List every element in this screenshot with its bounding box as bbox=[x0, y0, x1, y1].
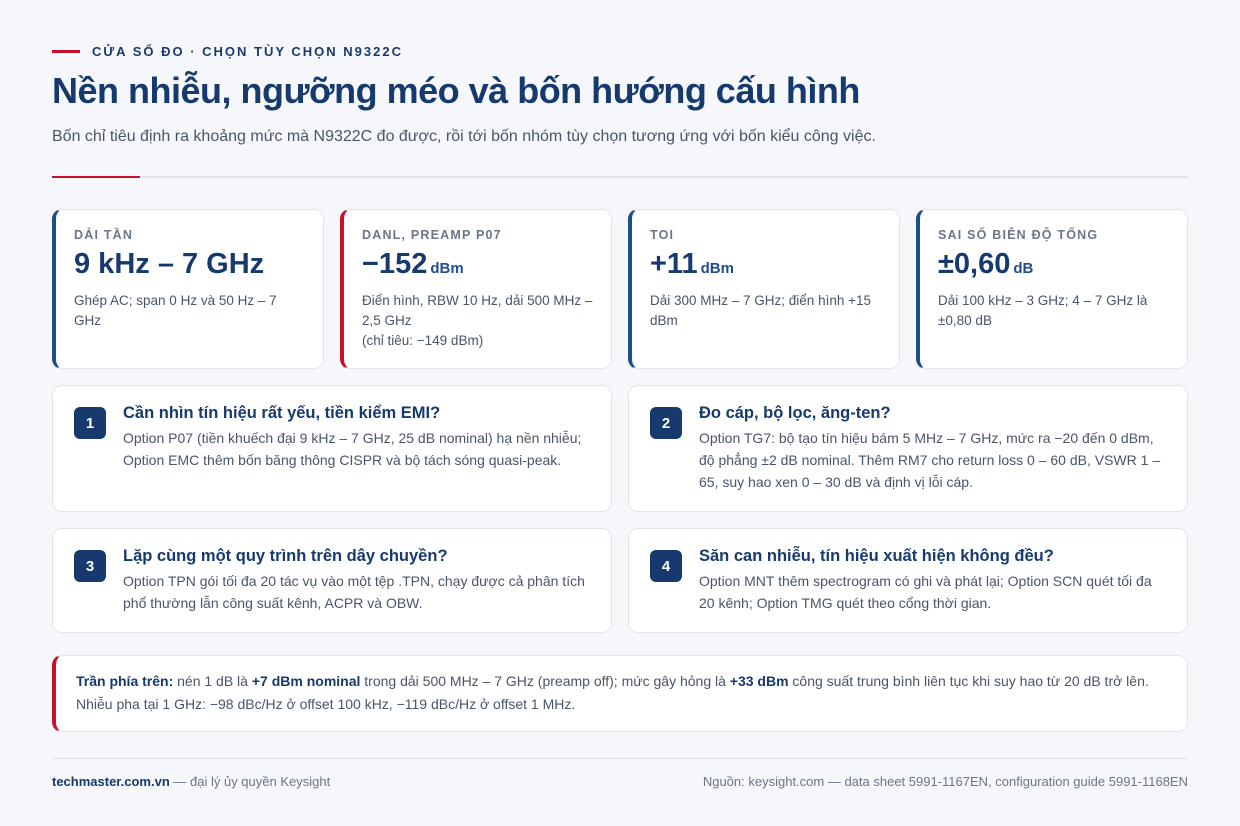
stats-row: DẢI TẦN 9 kHz – 7 GHz Ghép AC; span 0 Hz… bbox=[52, 209, 1188, 369]
stat-desc: Dải 100 kHz – 3 GHz; 4 – 7 GHz là ±0,80 … bbox=[938, 293, 1148, 328]
card-number-badge: 1 bbox=[74, 407, 106, 439]
option-card-1: 1 Cần nhìn tín hiệu rất yếu, tiền kiểm E… bbox=[52, 385, 612, 512]
footer: techmaster.com.vn — đại lý ủy quyền Keys… bbox=[52, 774, 1188, 789]
card-title: Đo cáp, bộ lọc, ăng-ten? bbox=[699, 404, 891, 422]
stat-frequency-range: DẢI TẦN 9 kHz – 7 GHz Ghép AC; span 0 Hz… bbox=[52, 209, 324, 369]
footer-site: techmaster.com.vn bbox=[52, 774, 170, 789]
stat-desc: Ghép AC; span 0 Hz và 50 Hz – 7 GHz bbox=[74, 293, 277, 328]
option-card-4: 4 Săn can nhiễu, tín hiệu xuất hiện khôn… bbox=[628, 528, 1188, 633]
card-title: Cần nhìn tín hiệu rất yếu, tiền kiểm EMI… bbox=[123, 404, 441, 422]
stat-value: ±0,60 dB bbox=[938, 248, 1034, 280]
footer-tagline: — đại lý ủy quyền Keysight bbox=[169, 774, 331, 789]
stat-value: +11 dBm bbox=[650, 248, 734, 280]
stat-value: −152 dBm bbox=[362, 248, 464, 280]
card-number-badge: 3 bbox=[74, 550, 106, 582]
card-desc: Option P07 (tiền khuếch đại 9 kHz – 7 GH… bbox=[123, 430, 582, 468]
footer-divider bbox=[52, 758, 1188, 759]
option-card-3: 3 Lặp cùng một quy trình trên dây chuyền… bbox=[52, 528, 612, 633]
stat-toi: TOI +11 dBm Dải 300 MHz – 7 GHz; điển hìn… bbox=[628, 209, 900, 369]
page-subtitle: Bốn chỉ tiêu định ra khoảng mức mà N9322… bbox=[52, 128, 876, 145]
eyebrow: CỬA SỔ ĐO · CHỌN TÙY CHỌN N9322C bbox=[52, 44, 403, 59]
stat-desc: Điển hình, RBW 10 Hz, dải 500 MHz – 2,5 … bbox=[362, 293, 593, 348]
stat-label: SAI SỐ BIÊN ĐỘ TỔNG bbox=[938, 228, 1099, 242]
footer-brand: techmaster.com.vn — đại lý ủy quyền Keys… bbox=[52, 774, 330, 789]
header-divider bbox=[52, 176, 1188, 178]
upper-limit-note: Trần phía trên: nén 1 dB là +7 dBm nomin… bbox=[52, 655, 1188, 732]
option-card-2: 2 Đo cáp, bộ lọc, ăng-ten? Option TG7: b… bbox=[628, 385, 1188, 512]
stat-danl: DANL, PREAMP P07 −152 dBm Điển hình, RBW … bbox=[340, 209, 612, 369]
stat-label: TOI bbox=[650, 228, 675, 242]
eyebrow-dash bbox=[52, 50, 80, 53]
stat-label: DANL, PREAMP P07 bbox=[362, 228, 502, 242]
card-desc: Option TG7: bộ tạo tín hiệu bám 5 MHz – … bbox=[699, 430, 1161, 490]
header-divider-accent bbox=[52, 176, 140, 178]
note-lead: Trần phía trên: bbox=[76, 673, 174, 689]
card-desc: Option MNT thêm spectrogram có ghi và ph… bbox=[699, 573, 1152, 611]
card-number-badge: 2 bbox=[650, 407, 682, 439]
stat-value: 9 kHz – 7 GHz bbox=[74, 248, 265, 280]
card-number-badge: 4 bbox=[650, 550, 682, 582]
stat-label: DẢI TẦN bbox=[74, 228, 134, 242]
footer-source: Nguồn: keysight.com — data sheet 5991-11… bbox=[702, 774, 1188, 789]
card-desc: Option TPN gói tối đa 20 tác vụ vào một … bbox=[123, 573, 585, 611]
stat-desc: Dải 300 MHz – 7 GHz; điển hình +15 dBm bbox=[650, 293, 871, 328]
eyebrow-text: CỬA SỔ ĐO · CHỌN TÙY CHỌN N9322C bbox=[92, 44, 403, 59]
page-title: Nền nhiễu, ngưỡng méo và bốn hướng cấu h… bbox=[52, 70, 860, 111]
card-title: Săn can nhiễu, tín hiệu xuất hiện không … bbox=[699, 547, 1054, 565]
stat-amplitude-accuracy: SAI SỐ BIÊN ĐỘ TỔNG ±0,60 dB Dải 100 kHz … bbox=[916, 209, 1188, 369]
card-title: Lặp cùng một quy trình trên dây chuyền? bbox=[123, 547, 448, 565]
